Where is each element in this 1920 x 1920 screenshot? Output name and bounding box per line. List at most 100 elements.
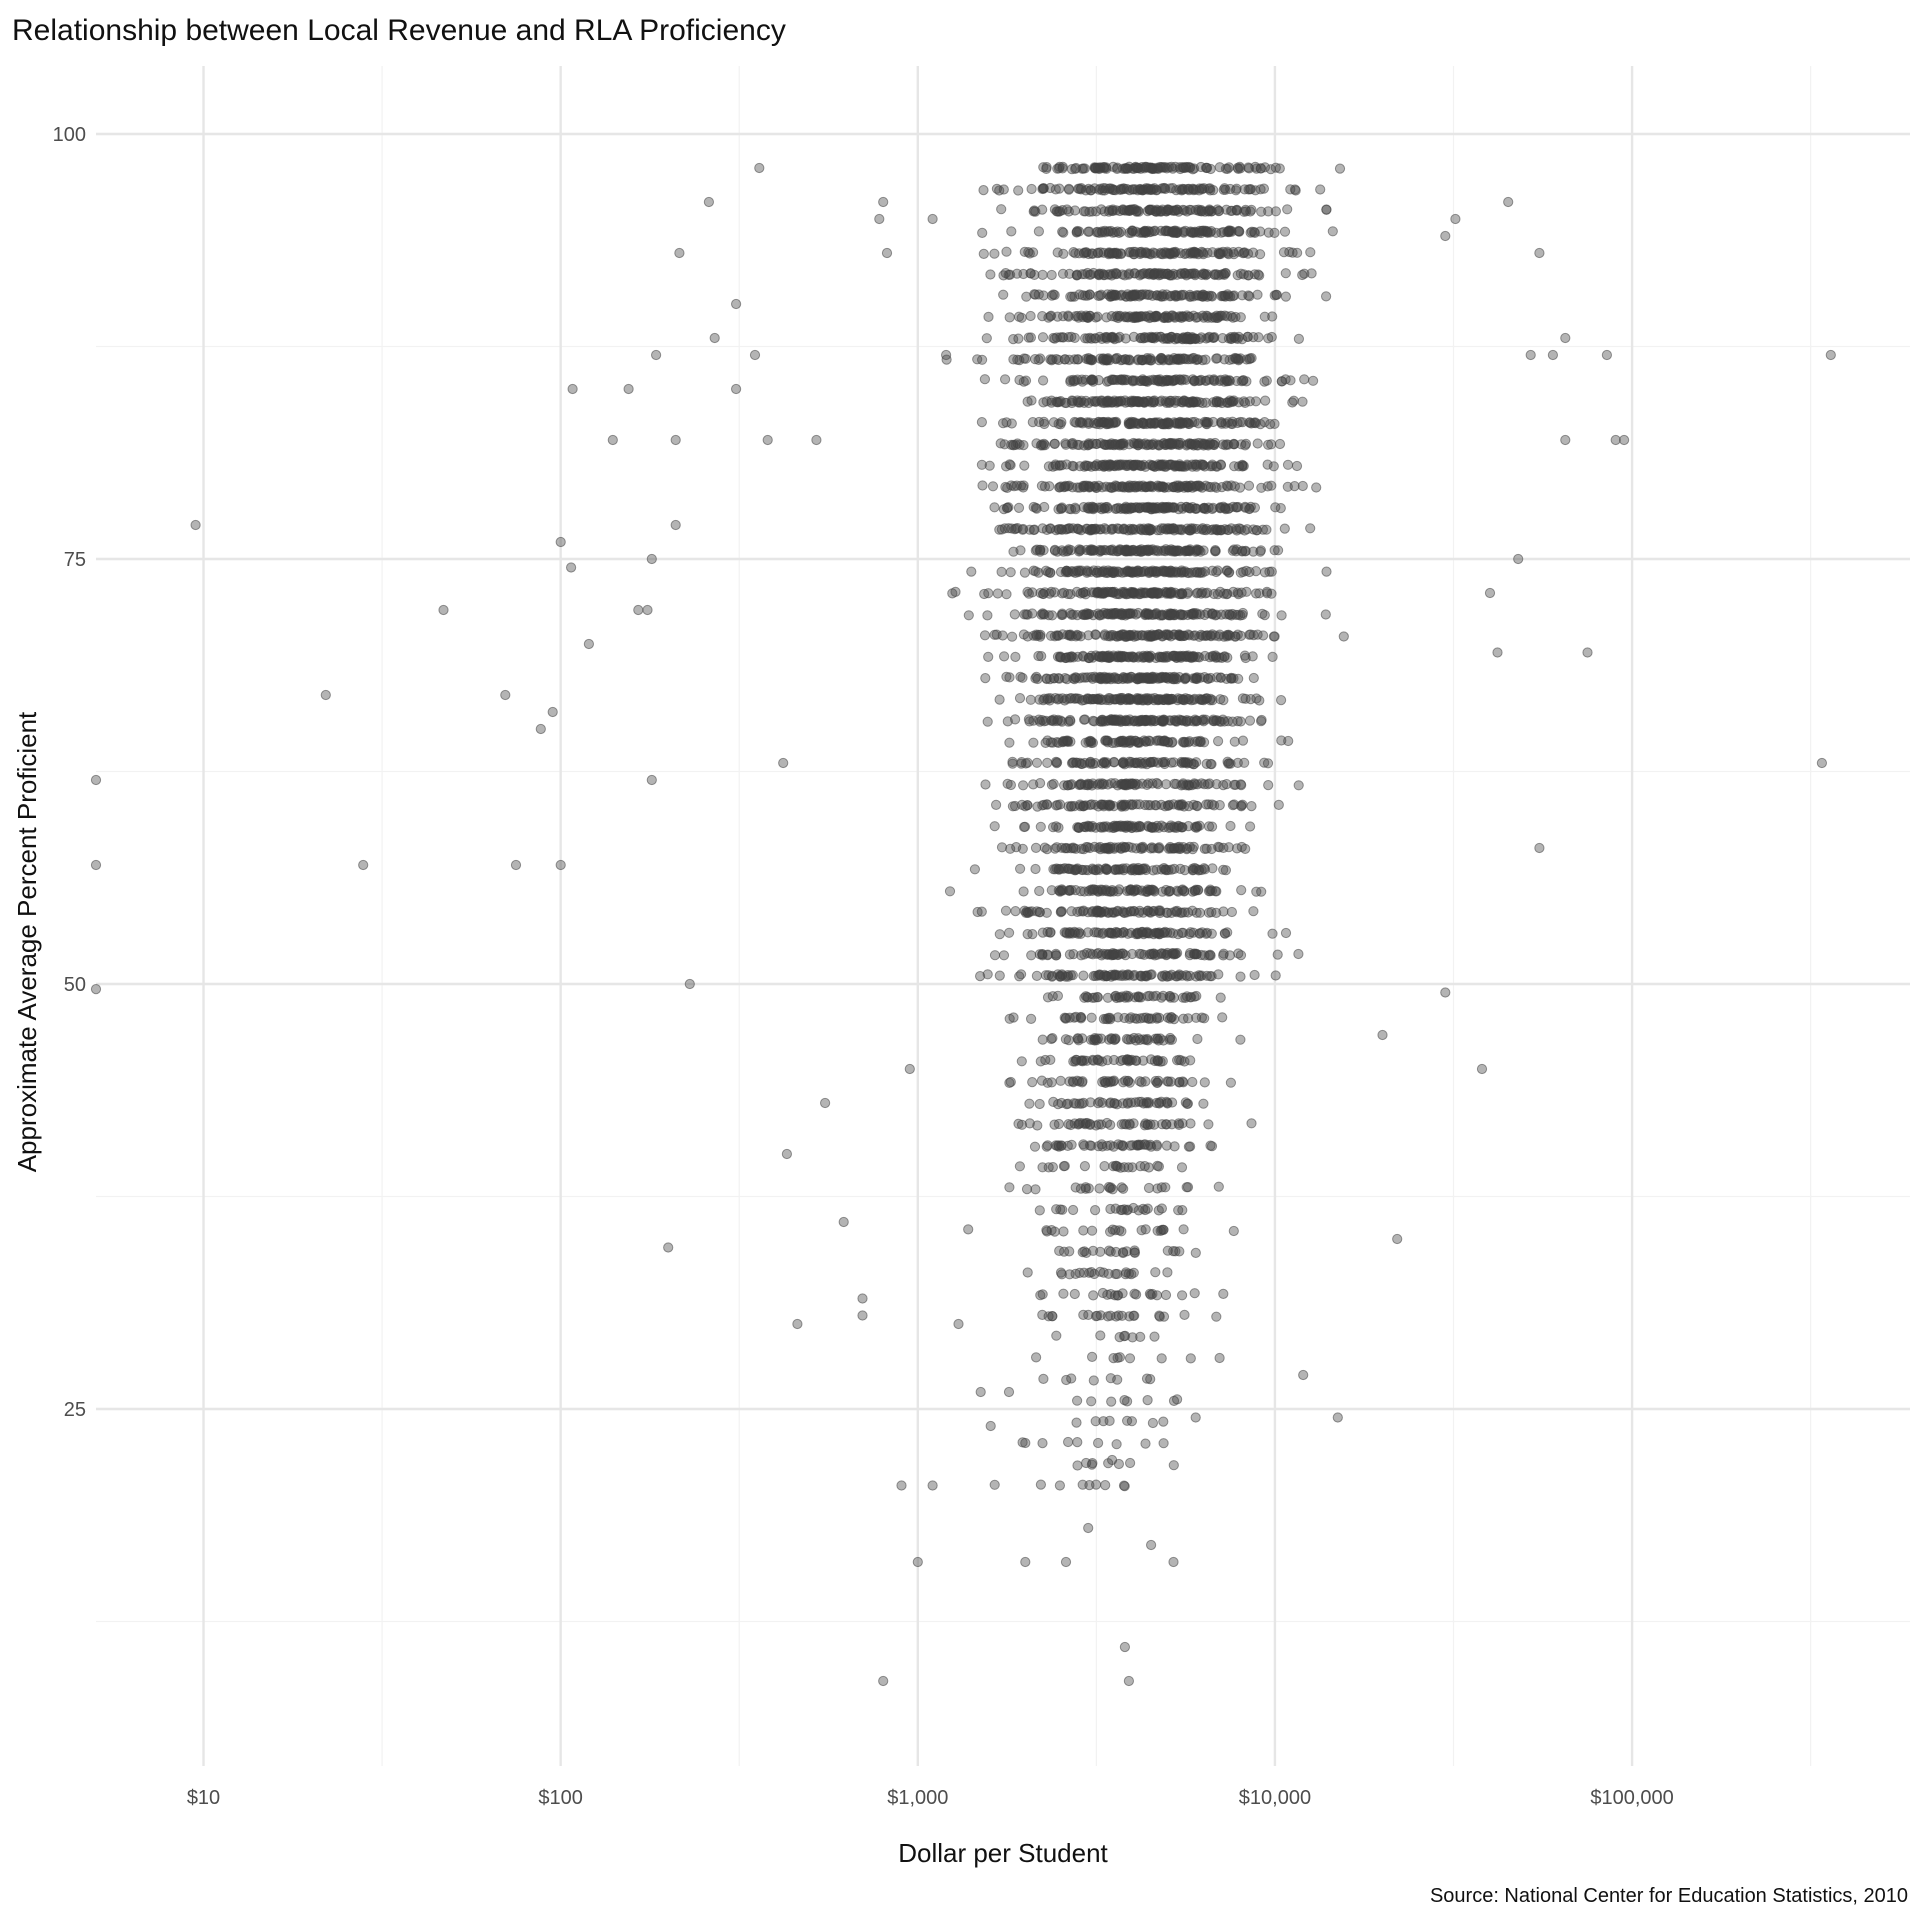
data-point: [1231, 843, 1243, 854]
data-point: [1177, 1118, 1188, 1129]
data-point: [1122, 673, 1133, 685]
data-point: [1207, 291, 1218, 302]
data-point: [912, 1556, 923, 1568]
data-point: [1160, 672, 1171, 683]
data-point: [1079, 1161, 1091, 1172]
data-point: [1065, 291, 1076, 302]
data-point: [1206, 206, 1217, 217]
data-point: [977, 227, 988, 238]
data-point: [977, 480, 988, 491]
data-point: [1022, 396, 1033, 407]
data-point: [1156, 820, 1167, 831]
data-point: [781, 1148, 793, 1160]
data-point: [1128, 1310, 1139, 1321]
data-point: [1110, 353, 1121, 364]
data-point: [878, 1675, 889, 1687]
data-point: [1052, 990, 1064, 1002]
data-point: [1136, 842, 1147, 853]
data-point: [1032, 801, 1043, 812]
data-point: [977, 354, 988, 365]
data-point: [1064, 885, 1075, 896]
data-point: [1155, 205, 1166, 216]
data-point: [1249, 502, 1261, 513]
data-point: [1046, 1077, 1057, 1088]
data-point: [998, 184, 1009, 195]
data-point: [1037, 183, 1048, 195]
data-point: [1199, 779, 1210, 790]
data-point: [1139, 694, 1150, 705]
data-point: [555, 536, 566, 548]
data-point: [1078, 480, 1089, 491]
data-point: [778, 757, 789, 769]
data-point: [1020, 1556, 1031, 1568]
data-point: [1153, 1075, 1164, 1087]
data-point: [1028, 779, 1039, 790]
data-point: [1111, 969, 1122, 981]
data-point: [1194, 736, 1205, 748]
data-point: [978, 248, 989, 259]
data-point: [1146, 163, 1158, 175]
data-point: [1290, 185, 1301, 196]
data-point: [1211, 353, 1222, 364]
data-point: [1053, 163, 1065, 174]
data-point: [1122, 163, 1133, 174]
data-point: [1054, 206, 1066, 217]
data-point: [1283, 735, 1294, 747]
data-point: [1143, 1013, 1155, 1024]
data-point: [1005, 460, 1016, 471]
data-point: [1306, 268, 1317, 279]
data-point: [1185, 227, 1197, 238]
data-point: [1272, 949, 1283, 960]
data-point: [1013, 1118, 1024, 1129]
data-point: [1097, 1056, 1108, 1067]
grid: [96, 66, 1910, 1766]
data-point: [1215, 992, 1226, 1003]
data-point: [1297, 480, 1308, 492]
data-point: [1064, 949, 1076, 960]
data-point: [1321, 204, 1332, 215]
data-point: [1122, 1098, 1133, 1109]
data-point: [1199, 268, 1210, 280]
data-point: [1237, 735, 1249, 746]
data-point: [1248, 906, 1259, 917]
data-point: [1031, 970, 1043, 982]
data-point: [1259, 162, 1271, 173]
data-point: [1034, 1205, 1045, 1216]
data-point: [1136, 885, 1148, 896]
data-point: [1260, 395, 1271, 406]
data-point: [1147, 1288, 1158, 1300]
data-point: [1088, 1290, 1099, 1301]
data-point: [1268, 631, 1280, 642]
data-point: [1138, 459, 1149, 470]
data-point: [1050, 1140, 1062, 1151]
data-point: [670, 434, 681, 446]
data-point: [1179, 311, 1190, 322]
data-point: [1070, 248, 1081, 259]
data-point: [1031, 629, 1042, 640]
data-point: [1211, 672, 1223, 683]
data-point: [1106, 396, 1117, 407]
data-point: [1069, 674, 1080, 685]
data-point: [1273, 799, 1284, 811]
data-point: [1095, 1246, 1106, 1257]
data-point: [1257, 524, 1269, 535]
data-point: [1037, 1309, 1048, 1321]
data-point: [1101, 545, 1112, 556]
data-point: [1012, 354, 1023, 365]
data-point: [1188, 310, 1199, 321]
data-point: [1214, 162, 1225, 173]
data-point: [985, 1420, 996, 1432]
data-point: [1243, 480, 1255, 491]
data-point: [1055, 715, 1066, 726]
data-point: [1267, 651, 1278, 663]
data-point: [1046, 885, 1057, 896]
data-point: [1134, 1034, 1146, 1046]
data-point: [1123, 1054, 1134, 1065]
data-point: [1045, 927, 1056, 938]
data-point: [1086, 1396, 1097, 1407]
data-point: [1030, 206, 1041, 217]
data-point: [1162, 1245, 1173, 1256]
data-point: [1171, 185, 1182, 196]
data-point: [1178, 778, 1189, 789]
data-point: [642, 604, 653, 616]
